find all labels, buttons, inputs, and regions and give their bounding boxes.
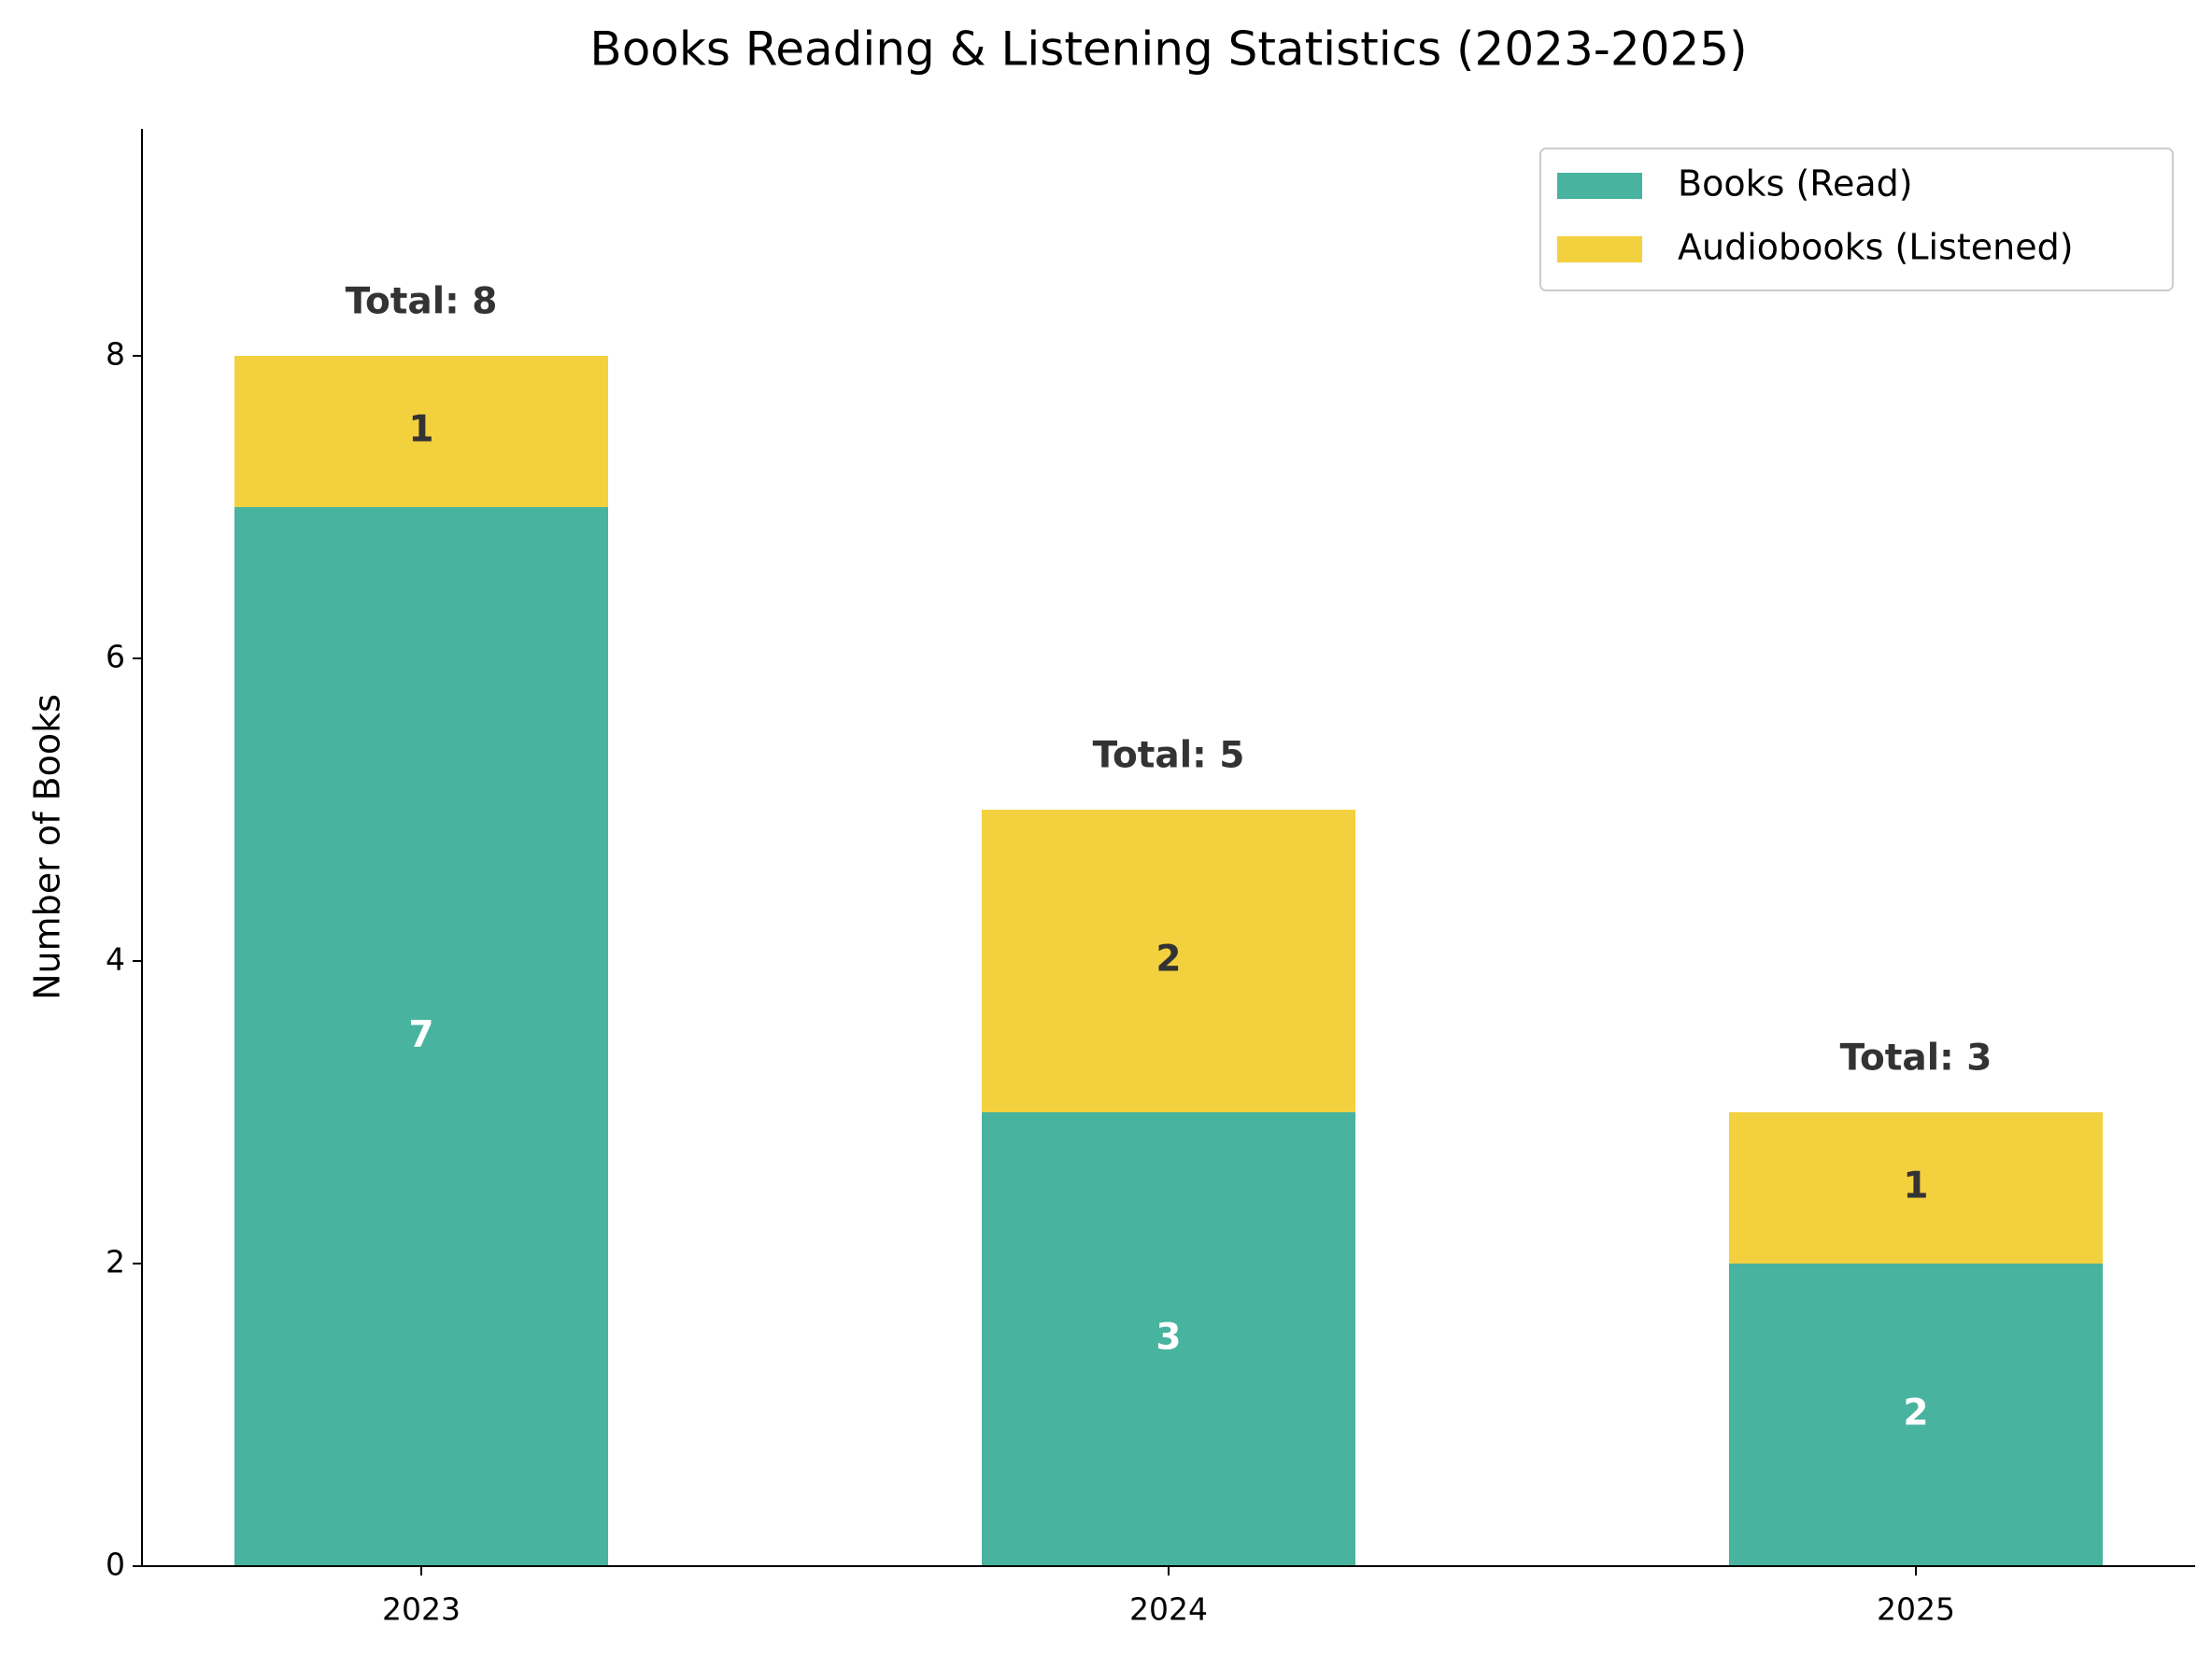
bar-segment <box>234 507 608 1566</box>
bar-segment <box>234 356 608 507</box>
total-label: Total: 5 <box>1093 735 1245 777</box>
bar-value-label: 7 <box>408 1014 433 1056</box>
y-axis-label: Number of Books <box>27 694 68 1000</box>
bar-value-label: 2 <box>1156 939 1181 981</box>
legend-swatch <box>1557 173 1642 199</box>
legend-swatch <box>1557 236 1642 262</box>
legend-box <box>1539 148 2174 291</box>
x-tick-label: 2024 <box>1129 1591 1208 1628</box>
legend: Books (Read) Audiobooks (Listened) <box>1539 148 2174 291</box>
legend-label: Audiobooks (Listened) <box>1678 227 2074 268</box>
x-tick-label: 2023 <box>382 1591 461 1628</box>
y-tick-label: 4 <box>106 941 125 978</box>
bar-value-label: 1 <box>408 409 433 451</box>
total-label: Total: 3 <box>1840 1038 1992 1080</box>
y-tick-label: 6 <box>106 639 125 675</box>
y-tick-label: 2 <box>106 1244 125 1280</box>
legend-label: Books (Read) <box>1678 163 1913 205</box>
bar-segment <box>982 810 1355 1112</box>
y-tick-label: 8 <box>106 336 125 373</box>
bar-value-label: 3 <box>1156 1317 1181 1359</box>
bar-value-label: 2 <box>1903 1392 1928 1434</box>
chart-title: Books Reading & Listening Statistics (20… <box>589 22 1747 77</box>
x-tick-label: 2025 <box>1877 1591 1955 1628</box>
y-tick-label: 0 <box>106 1547 125 1583</box>
bar-segment <box>1729 1112 2103 1264</box>
bar-value-label: 1 <box>1903 1166 1928 1208</box>
bar-segment <box>1729 1264 2103 1566</box>
total-label: Total: 8 <box>346 281 498 323</box>
bar-segment <box>982 1112 1355 1566</box>
